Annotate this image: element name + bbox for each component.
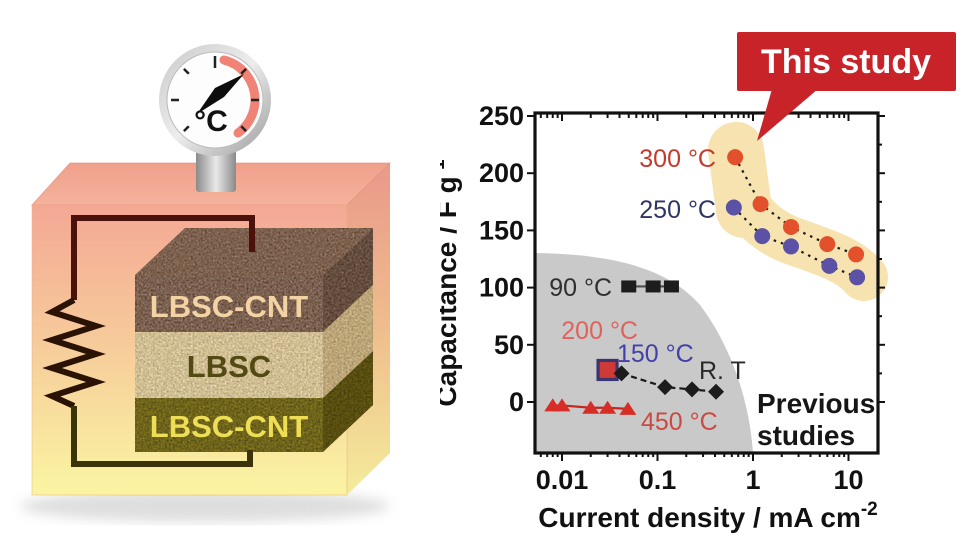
- circuit-wiring: [42, 215, 255, 467]
- device-illustration: LBSC-CNT LBSC LBSC-CNT: [20, 44, 392, 522]
- temperature-gauge-icon: °C: [159, 44, 271, 192]
- y-tick-label: 200: [479, 158, 524, 188]
- wire-top: [71, 215, 255, 300]
- data-point: [821, 257, 838, 274]
- data-point: [663, 280, 679, 293]
- x-tick-label: 0.01: [536, 465, 589, 495]
- data-point: [596, 358, 619, 382]
- layer-label-top: LBSC-CNT: [150, 289, 308, 324]
- gauge-ticks: [171, 56, 259, 132]
- gauge-unit-label: °C: [194, 105, 228, 138]
- cube-shadow: [20, 490, 390, 522]
- data-point: [553, 398, 571, 412]
- this-study-banner: This study: [737, 32, 956, 141]
- wire-bottom: [71, 406, 253, 467]
- series-label-RT: R. T: [699, 357, 746, 385]
- series-label-300C: 300 °C: [639, 145, 716, 173]
- y-axis-title: Capacitance / F g-1: [440, 159, 462, 407]
- layer-label-bottom: LBSC-CNT: [150, 409, 308, 444]
- this-study-highlight: [711, 122, 888, 301]
- data-point: [599, 400, 617, 414]
- data-point: [621, 280, 637, 293]
- series-150C: 150 °C: [617, 340, 694, 368]
- series-label-150C: 150 °C: [617, 340, 694, 368]
- gauge-red-arc: [219, 55, 260, 138]
- series-90C: 90 °C: [549, 274, 679, 302]
- x-tick-label: 0.1: [639, 465, 677, 495]
- data-point: [708, 383, 725, 400]
- series-450C: 450 °C: [544, 398, 718, 436]
- data-point: [819, 236, 836, 253]
- axis-ticks: [527, 113, 885, 461]
- this-study-label: This study: [761, 43, 931, 81]
- data-point: [684, 381, 701, 398]
- series-line-RT: [621, 372, 717, 393]
- data-point: [727, 149, 744, 166]
- y-tick-label: 100: [479, 273, 524, 303]
- previous-studies-line: studies: [757, 420, 855, 451]
- data-point: [582, 400, 600, 414]
- series-label-250C: 250 °C: [639, 196, 716, 224]
- x-tick-label: 10: [833, 465, 863, 495]
- data-point: [613, 365, 630, 382]
- y-tick-label: 50: [494, 330, 524, 360]
- resistor-symbol: [42, 297, 106, 409]
- data-point: [725, 199, 742, 216]
- y-tick-label: 0: [509, 387, 524, 417]
- series-label-200C: 200 °C: [561, 317, 638, 345]
- series-200C: 200 °C: [561, 317, 638, 382]
- data-point: [754, 228, 771, 245]
- plot-frame: [533, 111, 880, 455]
- data-point: [783, 238, 800, 255]
- series-label-90C: 90 °C: [549, 274, 612, 302]
- data-point: [657, 379, 674, 396]
- data-point: [752, 196, 769, 213]
- series-label-450C: 450 °C: [641, 408, 718, 436]
- x-tick-label: 1: [745, 465, 760, 495]
- series-300C: 300 °C: [639, 145, 865, 263]
- y-tick-label: 150: [479, 215, 524, 245]
- data-point: [645, 280, 661, 293]
- data-point: [619, 401, 637, 415]
- banner-box: [737, 32, 956, 91]
- series-RT: R. T: [613, 357, 746, 400]
- banner-tail: [757, 89, 818, 141]
- data-point: [783, 218, 800, 235]
- previous-studies-line: Previous: [757, 388, 875, 419]
- data-point: [849, 269, 866, 286]
- series-250C: 250 °C: [639, 196, 866, 286]
- electrode-stack: LBSC-CNT LBSC LBSC-CNT: [135, 228, 373, 452]
- chart-axes: [533, 111, 880, 455]
- gauge-needle: [197, 74, 244, 114]
- y-tick-label: 250: [479, 101, 524, 131]
- data-point: [848, 246, 865, 263]
- x-axis-title: Current density / mA cm-2: [538, 499, 878, 533]
- layer-label-middle: LBSC: [187, 349, 271, 384]
